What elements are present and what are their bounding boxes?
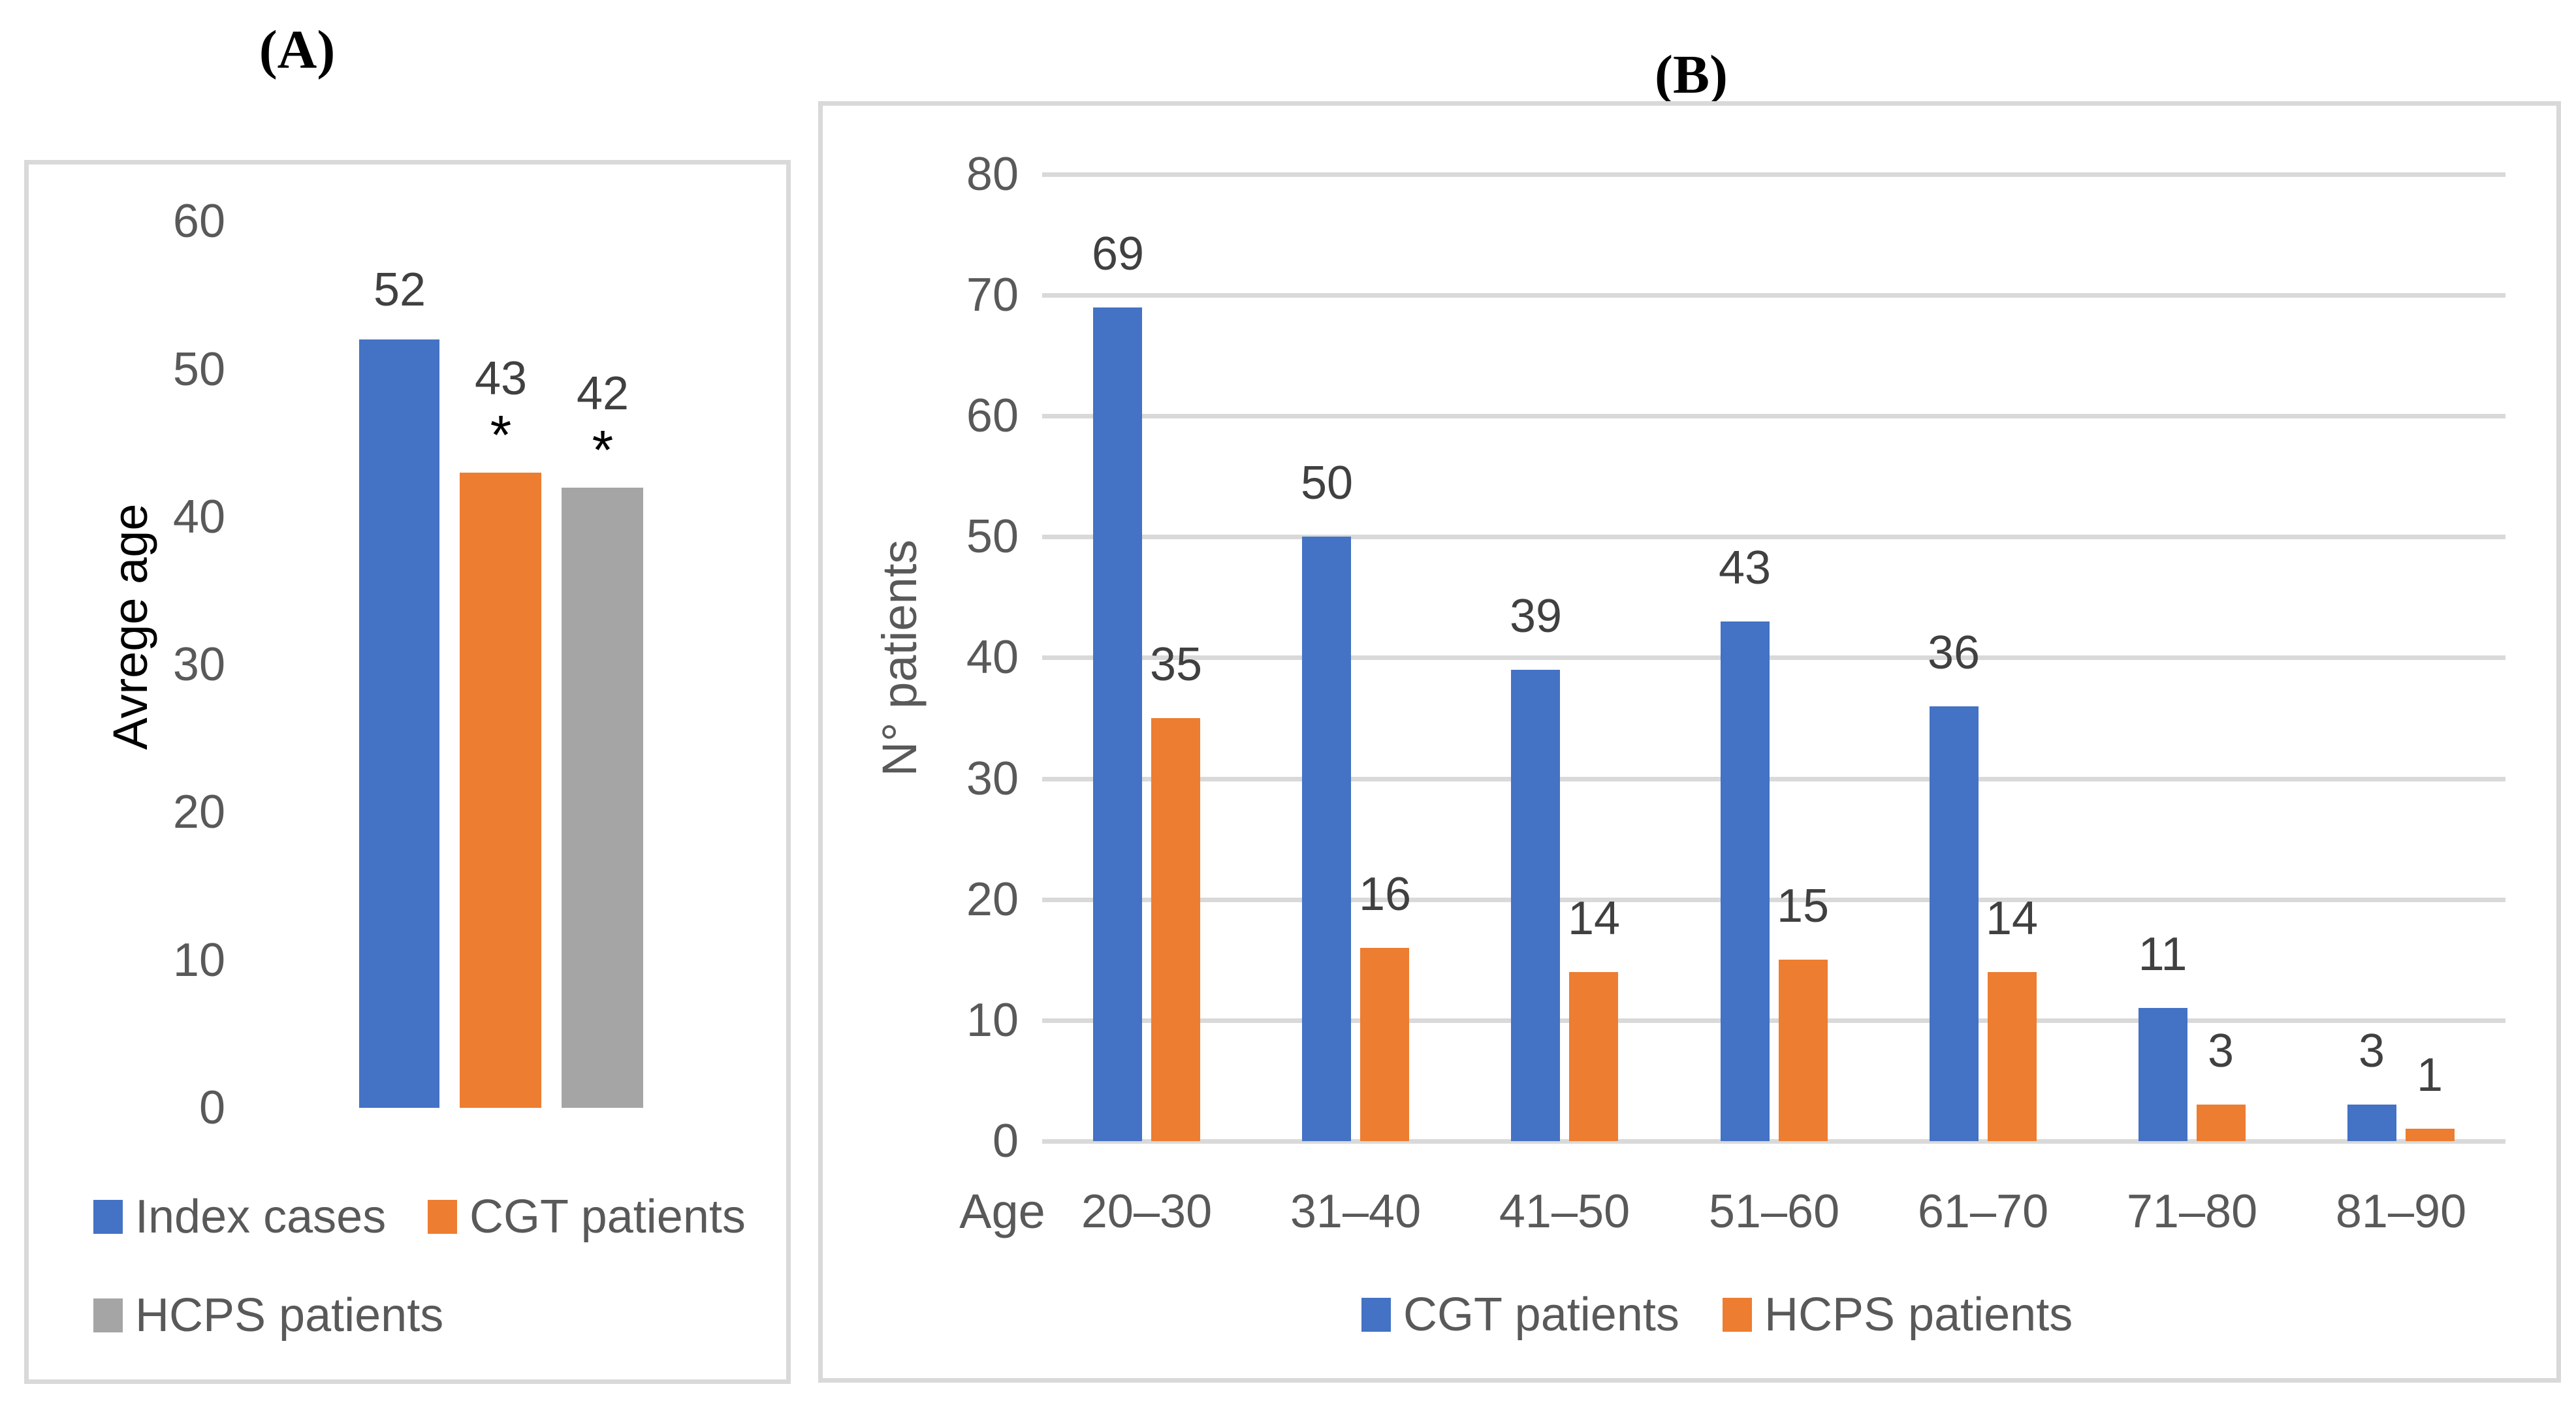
b-legend-label-0: CGT patients (1403, 1289, 1679, 1341)
b-bar-value-label: 14 (1985, 892, 2039, 945)
a-legend-label-2: HCPS patients (135, 1289, 444, 1342)
a-legend-label-1: CGT patients (469, 1191, 746, 1243)
a-legend-swatch-1 (428, 1200, 457, 1234)
a-ytick-label: 30 (172, 638, 225, 691)
b-legend-swatch-1 (1723, 1298, 1752, 1332)
b-ytick-label: 0 (992, 1115, 1019, 1167)
b-xtick-label-3: 51–60 (1708, 1186, 1840, 1238)
b-xtick-label-2: 41–50 (1499, 1186, 1630, 1238)
a-ytick-label: 0 (199, 1082, 225, 1134)
b-bar-hcps-2 (1569, 972, 1618, 1141)
b-bar-value-label: 16 (1358, 868, 1412, 920)
b-gridline (1042, 414, 2505, 418)
a-legend-swatch-0 (93, 1200, 123, 1234)
b-ytick-label: 60 (966, 390, 1019, 442)
b-ytick-label: 10 (966, 994, 1019, 1046)
b-y-axis-title: N° patients (872, 539, 927, 777)
b-xtick-label-4: 61–70 (1917, 1186, 2049, 1238)
b-ytick-label: 80 (966, 148, 1019, 200)
a-ytick-label: 10 (172, 934, 225, 986)
a-bar-value-label: 43 (474, 353, 528, 405)
b-gridline (1042, 1018, 2505, 1023)
b-bar-cgt-1 (1302, 537, 1351, 1141)
b-ytick-label: 70 (966, 269, 1019, 321)
b-bar-value-label: 43 (1718, 542, 1772, 594)
a-bar-1 (460, 473, 541, 1108)
b-bar-value-label: 3 (2358, 1025, 2385, 1077)
b-gridline (1042, 172, 2505, 177)
b-gridline (1042, 655, 2505, 660)
b-bar-value-label: 69 (1091, 228, 1145, 280)
b-bar-cgt-0 (1093, 307, 1142, 1141)
b-bar-value-label: 3 (2207, 1025, 2234, 1077)
b-bar-value-label: 39 (1509, 590, 1563, 642)
b-xtick-label-1: 31–40 (1290, 1186, 1422, 1238)
b-ytick-label: 20 (966, 873, 1019, 926)
b-gridline (1042, 777, 2505, 781)
a-legend-swatch-2 (93, 1298, 123, 1332)
b-bar-value-label: 11 (2138, 928, 2187, 981)
b-bar-hcps-5 (2197, 1105, 2246, 1141)
b-bar-cgt-4 (1930, 706, 1979, 1141)
b-legend-label-1: HCPS patients (1764, 1289, 2073, 1341)
b-bar-cgt-2 (1511, 670, 1560, 1141)
a-bar-value-label: 42 (576, 368, 629, 420)
b-bar-hcps-6 (2406, 1129, 2455, 1141)
b-bar-cgt-6 (2347, 1105, 2396, 1141)
b-xtick-label-5: 71–80 (2126, 1186, 2258, 1238)
b-bar-value-label: 36 (1927, 627, 1980, 679)
a-significance-asterisk: * (592, 419, 614, 480)
b-bar-value-label: 14 (1567, 892, 1621, 945)
b-bar-hcps-4 (1988, 972, 2037, 1141)
b-gridline (1042, 535, 2505, 539)
a-bar-2 (562, 488, 643, 1108)
b-bar-value-label: 50 (1300, 457, 1354, 509)
b-bar-hcps-0 (1151, 718, 1200, 1141)
b-bar-value-label: 35 (1149, 638, 1203, 691)
b-bar-cgt-3 (1721, 621, 1770, 1141)
b-xtick-label-6: 81–90 (2335, 1186, 2467, 1238)
b-ytick-label: 50 (966, 511, 1019, 563)
b-xtick-label-0: 20–30 (1081, 1186, 1213, 1238)
a-ytick-label: 50 (172, 343, 225, 396)
a-significance-asterisk: * (490, 404, 512, 465)
b-x-axis-title: Age (959, 1184, 1045, 1238)
a-ytick-label: 60 (172, 195, 225, 247)
b-ytick-label: 30 (966, 753, 1019, 805)
a-ytick-label: 20 (172, 786, 225, 838)
b-legend-swatch-0 (1361, 1298, 1391, 1332)
b-gridline (1042, 293, 2505, 298)
panel-a-title: (A) (259, 20, 336, 80)
panel-b-title: (B) (1655, 44, 1728, 105)
a-ytick-label: 40 (172, 491, 225, 543)
b-bar-cgt-5 (2139, 1008, 2187, 1141)
b-ytick-label: 40 (966, 631, 1019, 683)
a-bar-value-label: 52 (373, 264, 426, 316)
b-bar-value-label: 1 (2416, 1049, 2443, 1101)
b-bar-value-label: 15 (1776, 880, 1830, 932)
b-gridline (1042, 898, 2505, 902)
b-bar-hcps-3 (1779, 960, 1828, 1141)
b-bar-hcps-1 (1360, 948, 1409, 1141)
b-gridline (1042, 1139, 2505, 1144)
a-y-axis-title: Avrege age (103, 503, 157, 750)
a-bar-0 (359, 339, 439, 1108)
a-legend-label-0: Index cases (135, 1191, 387, 1243)
